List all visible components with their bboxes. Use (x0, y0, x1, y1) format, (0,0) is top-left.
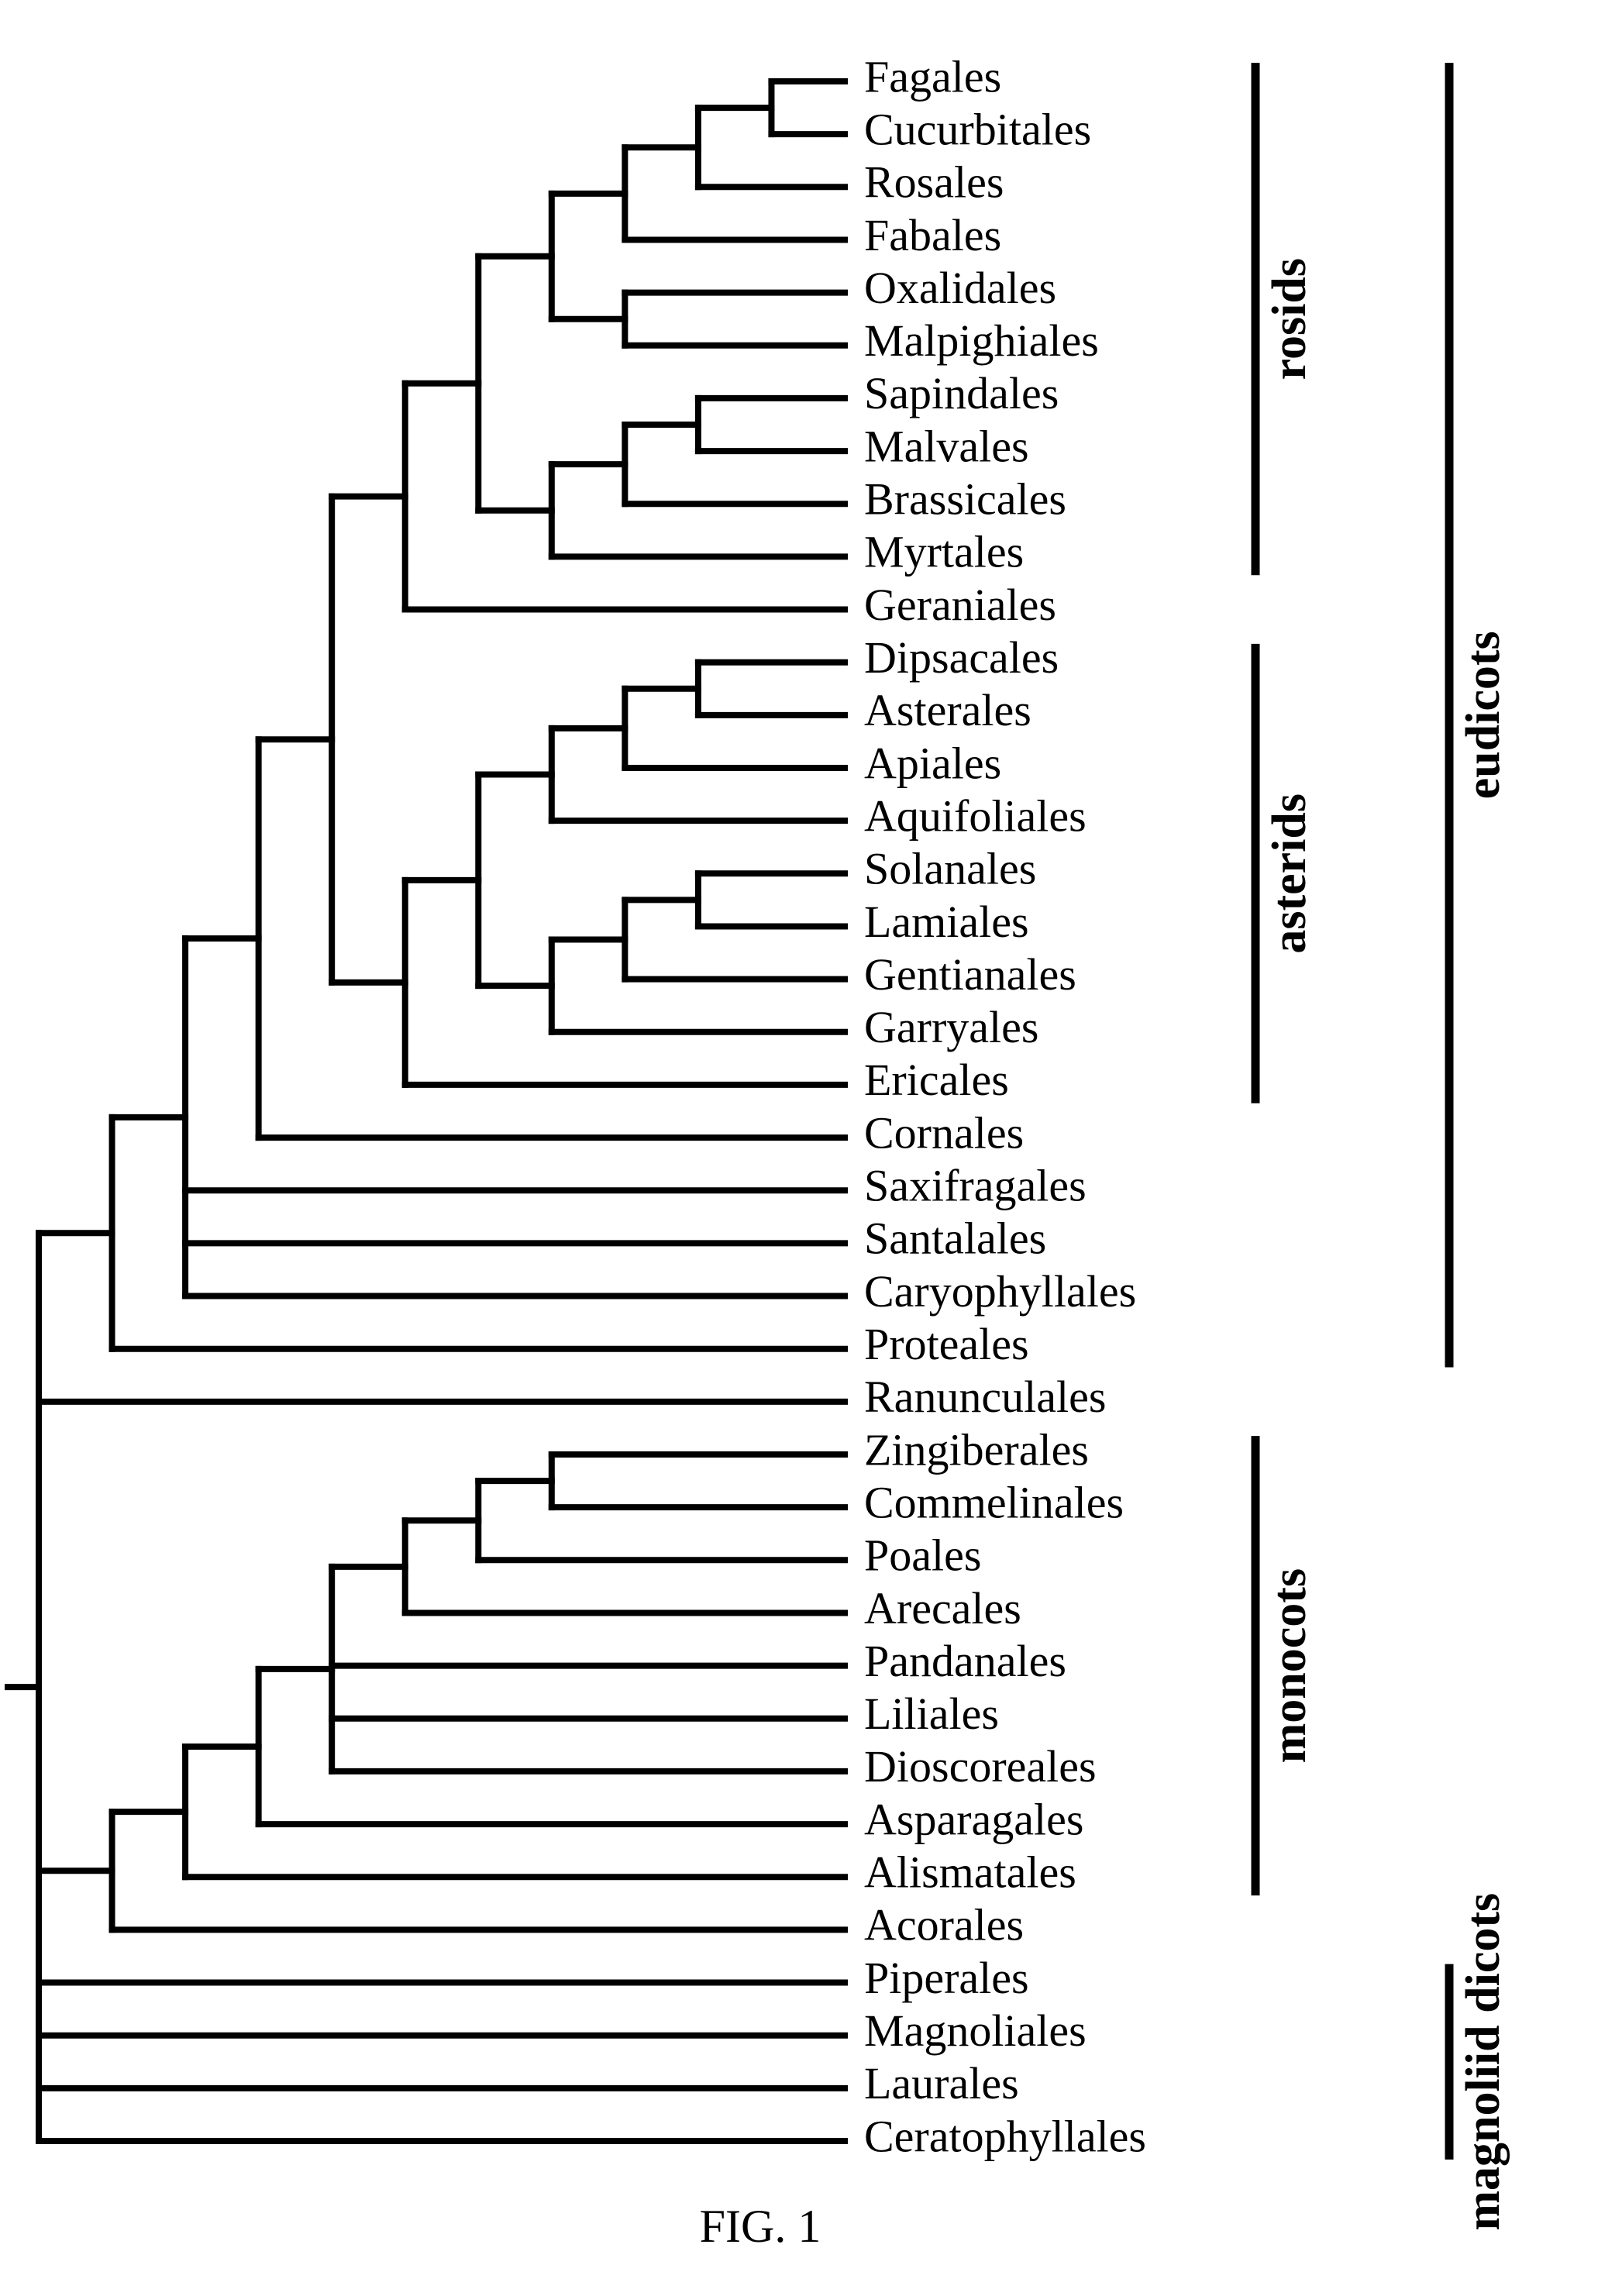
leaf-label: Caryophyllales (864, 1266, 1136, 1317)
leaf-label: Asterales (864, 685, 1031, 735)
leaf-label: Pandanales (864, 1636, 1066, 1686)
figure-caption: FIG. 1 (700, 2201, 821, 2252)
leaf-label: Ericales (864, 1055, 1009, 1105)
group-label: monocots (1263, 1568, 1316, 1763)
leaf-label: Gentianales (864, 949, 1076, 1000)
leaf-label: Myrtales (864, 527, 1024, 577)
leaf-label: Ceratophyllales (864, 2111, 1146, 2161)
group-label: eudicots (1457, 631, 1510, 799)
leaf-label: Garryales (864, 1002, 1038, 1052)
leaf-label: Apiales (864, 738, 1001, 788)
leaf-label: Malvales (864, 421, 1029, 471)
leaf-label: Proteales (864, 1319, 1029, 1369)
leaf-label: Piperales (864, 1953, 1029, 2003)
leaf-label: Magnoliales (864, 2005, 1087, 2056)
leaf-label: Oxalidales (864, 263, 1056, 313)
leaf-label: Alismatales (864, 1847, 1076, 1898)
leaf-label: Asparagales (864, 1794, 1083, 1844)
leaf-label: Sapindales (864, 368, 1059, 418)
leaf-label: Liliales (864, 1688, 999, 1739)
group-label: magnoliid dicots (1457, 1893, 1510, 2231)
leaf-label: Aquifoliales (864, 790, 1087, 841)
leaf-label: Dipsacales (864, 632, 1059, 683)
leaf-label: Malpighiales (864, 315, 1099, 366)
leaf-label: Geraniales (864, 580, 1056, 630)
group-label: rosids (1263, 258, 1316, 380)
leaf-label: Dioscoreales (864, 1741, 1097, 1792)
phylogenetic-tree-diagram: FagalesCucurbitalesRosalesFabalesOxalida… (0, 0, 1598, 2296)
leaf-label: Solanales (864, 844, 1036, 894)
leaf-label: Lamiales (864, 897, 1029, 947)
leaf-label: Zingiberales (864, 1424, 1089, 1475)
leaf-label: Commelinales (864, 1477, 1124, 1527)
leaf-label: Santalales (864, 1213, 1046, 1264)
group-label: asterids (1263, 793, 1316, 954)
leaf-label: Ranunculales (864, 1372, 1106, 1422)
leaf-label: Saxifragales (864, 1161, 1087, 1211)
leaf-label: Cornales (864, 1107, 1024, 1158)
leaf-label: Brassicales (864, 474, 1066, 525)
leaf-label: Fagales (864, 51, 1001, 102)
leaf-label: Laurales (864, 2058, 1019, 2108)
leaf-label: Acorales (864, 1900, 1024, 1950)
leaf-label: Arecales (864, 1583, 1021, 1633)
leaf-label: Fabales (864, 210, 1001, 260)
leaf-label: Rosales (864, 157, 1004, 208)
leaf-label: Poales (864, 1530, 981, 1581)
leaf-label: Cucurbitales (864, 104, 1091, 154)
